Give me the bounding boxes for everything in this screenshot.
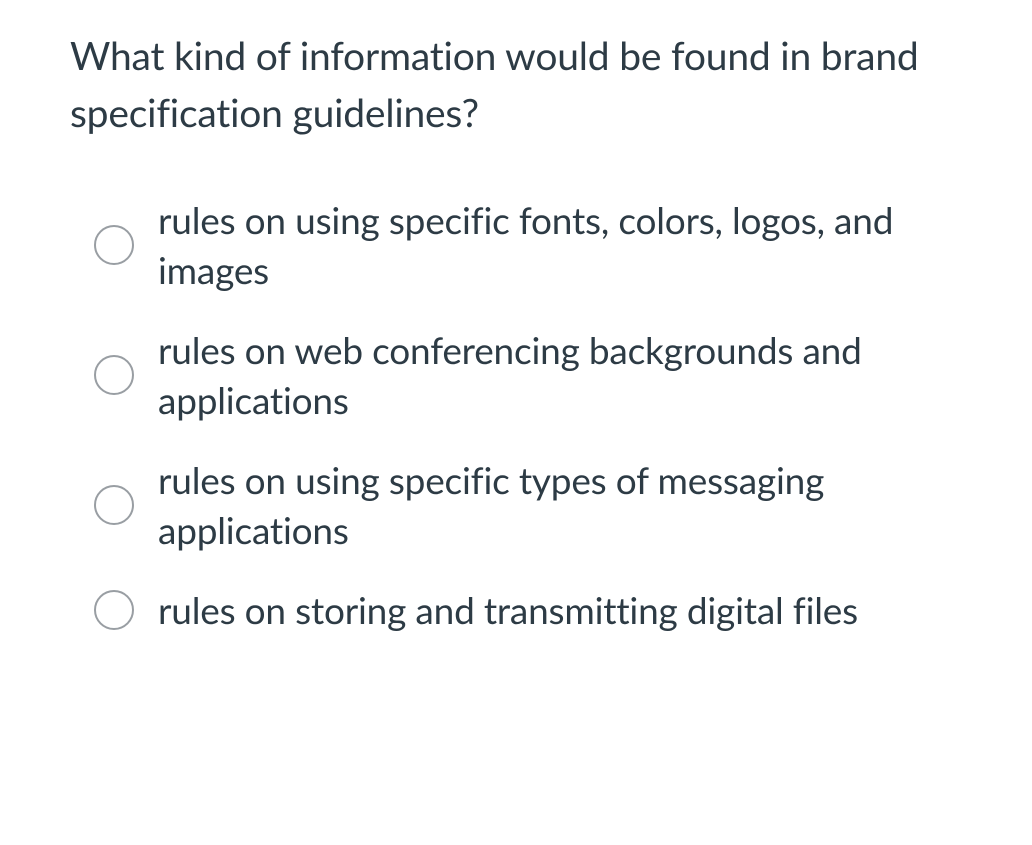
option-label[interactable]: rules on using specific types of messagi… xyxy=(158,455,962,555)
option-row[interactable]: rules on using specific types of messagi… xyxy=(94,455,962,555)
option-row[interactable]: rules on web conferencing backgrounds an… xyxy=(94,325,962,425)
radio-button-option-2[interactable] xyxy=(94,355,134,395)
option-row[interactable]: rules on storing and transmitting digita… xyxy=(94,585,962,635)
options-list: rules on using specific fonts, colors, l… xyxy=(70,195,962,635)
option-label[interactable]: rules on web conferencing backgrounds an… xyxy=(158,325,962,425)
option-row[interactable]: rules on using specific fonts, colors, l… xyxy=(94,195,962,295)
radio-button-option-3[interactable] xyxy=(94,485,134,525)
option-label[interactable]: rules on using specific fonts, colors, l… xyxy=(158,195,962,295)
radio-button-option-4[interactable] xyxy=(94,590,134,630)
radio-button-option-1[interactable] xyxy=(94,225,134,265)
option-label[interactable]: rules on storing and transmitting digita… xyxy=(158,585,858,635)
question-prompt: What kind of information would be found … xyxy=(70,28,962,141)
